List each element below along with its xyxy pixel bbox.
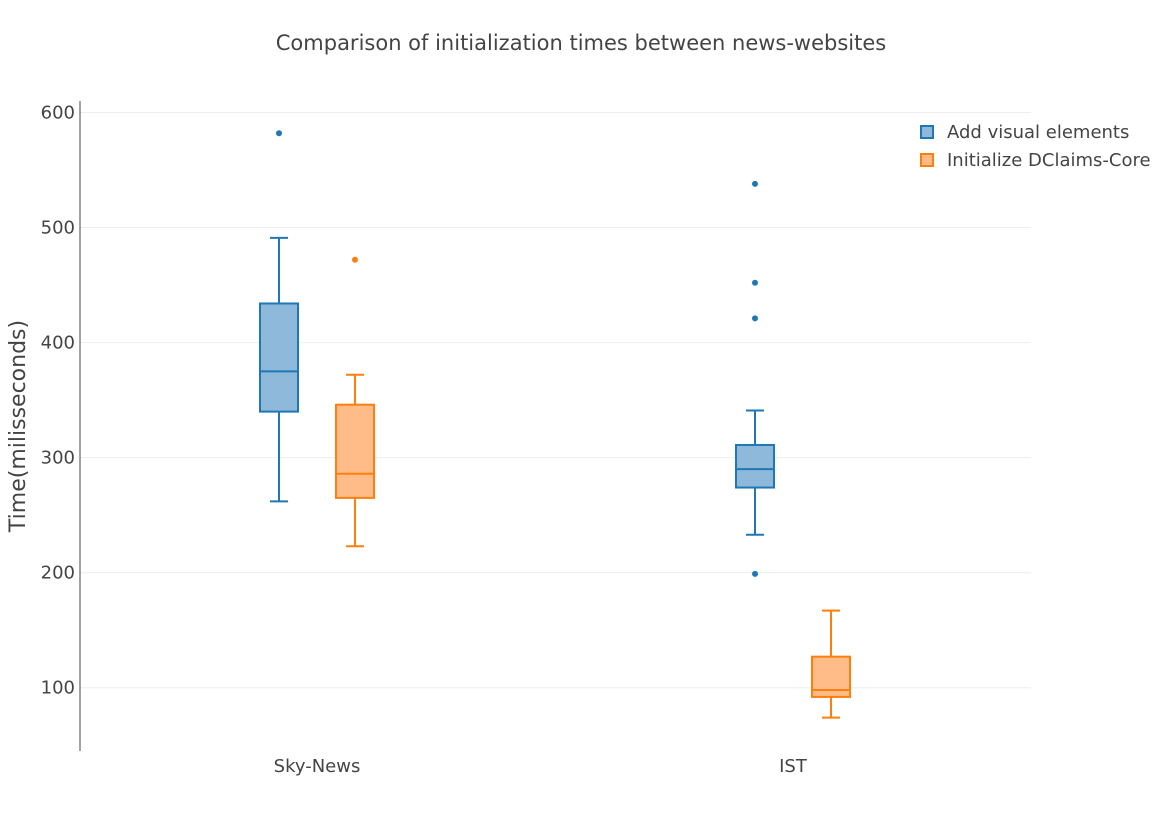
legend-swatch	[920, 153, 934, 167]
outlier-point	[352, 256, 358, 263]
legend[interactable]: Add visual elements Initialize DClaims-Co…	[920, 122, 1151, 171]
legend-item[interactable]: Add visual elements	[920, 122, 1129, 143]
box-group	[811, 609, 851, 719]
legend-swatch	[920, 125, 934, 139]
outlier-point	[752, 279, 758, 286]
y-axis-ticks: 100 200 300 400 500 600	[41, 103, 75, 699]
legend-label: Add visual elements	[947, 122, 1129, 143]
x-axis-ticks: Sky-News IST	[274, 756, 808, 777]
box-group	[259, 130, 299, 503]
outlier-point	[276, 130, 282, 137]
box-iqr	[259, 302, 299, 413]
y-tick-label: 400	[41, 333, 75, 354]
boxes-layer	[259, 130, 851, 719]
y-axis-label: Time(milisseconds)	[6, 320, 31, 533]
y-tick-label: 600	[41, 103, 75, 124]
box-group	[335, 256, 375, 548]
x-tick-label: IST	[779, 756, 808, 777]
outlier-point	[752, 180, 758, 187]
y-tick-label: 300	[41, 448, 75, 469]
x-tick-label: Sky-News	[274, 756, 361, 777]
legend-item[interactable]: Initialize DClaims-Core	[920, 150, 1151, 171]
box-group	[735, 180, 775, 577]
y-tick-label: 500	[41, 218, 75, 239]
legend-label: Initialize DClaims-Core	[947, 150, 1151, 171]
y-tick-label: 200	[41, 563, 75, 584]
chart-title: Comparison of initialization times betwe…	[276, 31, 886, 55]
y-gridlines	[80, 112, 1031, 689]
box-iqr	[335, 403, 375, 499]
box-iqr	[735, 443, 775, 489]
outlier-point	[752, 315, 758, 322]
y-tick-label: 100	[41, 678, 75, 699]
outlier-point	[752, 570, 758, 577]
